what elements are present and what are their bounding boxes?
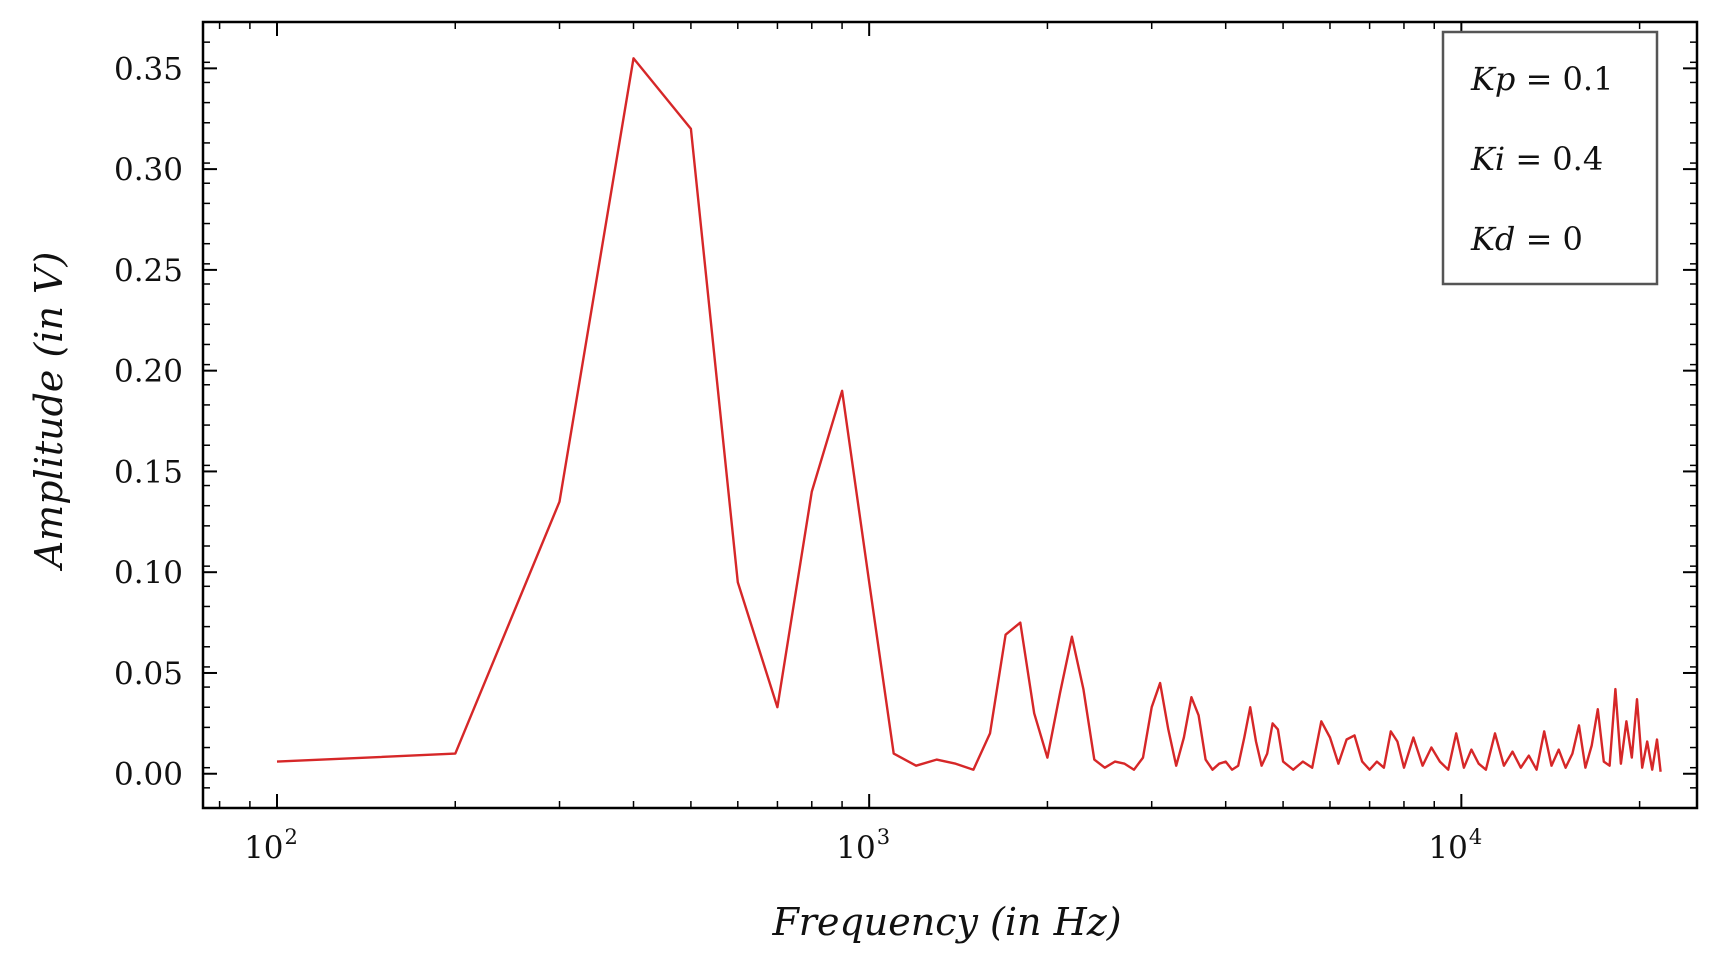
legend: Kp = 0.1 Ki = 0.4 Kd = 0 [1441, 30, 1659, 286]
y-tick-label: 0.10 [114, 555, 183, 591]
legend-entry: Kd = 0 [1470, 220, 1583, 258]
legend-box [1441, 30, 1659, 286]
y-axis-label: Amplitude (in V) [27, 252, 71, 572]
x-tick-label: 103 [836, 825, 890, 866]
axes: 0.00 0.05 0.10 0.15 0.20 0.25 0.30 0.35 102 103 10… [114, 20, 1699, 866]
legend-entry: Ki = 0.4 [1470, 140, 1603, 178]
amplitude-series-line [276, 57, 1662, 772]
x-tick-label: 104 [1428, 825, 1482, 866]
y-tick-label: 0.05 [114, 656, 183, 692]
y-tick-label: 0.15 [114, 454, 183, 490]
legend-entry: Kp = 0.1 [1470, 60, 1613, 98]
plot-frame [201, 20, 1699, 810]
y-tick-label: 0.00 [114, 757, 183, 793]
y-tick-label: 0.35 [114, 51, 183, 87]
x-tick-label: 102 [244, 825, 298, 866]
y-tick-label: 0.25 [114, 253, 183, 289]
series-layer [276, 57, 1662, 772]
y-tick-label: 0.30 [114, 152, 183, 188]
y-tick-label: 0.20 [114, 354, 183, 390]
x-axis-label: Frequency (in Hz) [771, 900, 1121, 944]
